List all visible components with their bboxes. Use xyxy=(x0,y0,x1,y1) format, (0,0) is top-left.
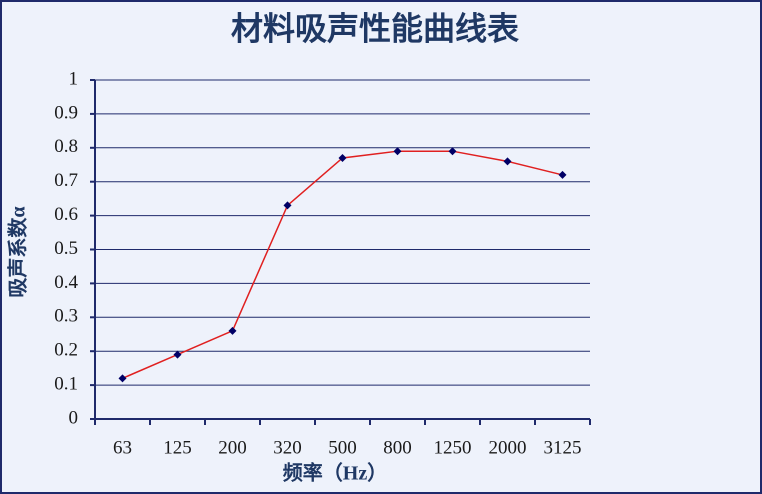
chart-title: 材料吸声性能曲线表 xyxy=(231,10,519,46)
marker xyxy=(393,147,402,156)
y-tick-label: 0.5 xyxy=(54,238,78,259)
marker xyxy=(558,170,567,179)
x-axis-title: 频率（Hz） xyxy=(283,461,387,485)
y-tick-label: 0.9 xyxy=(54,102,78,123)
x-tick-label: 200 xyxy=(218,437,247,458)
y-tick-label: 0.6 xyxy=(54,204,78,225)
marker xyxy=(228,326,237,335)
y-tick-label: 0.4 xyxy=(54,272,78,293)
x-tick-label: 3125 xyxy=(544,437,582,458)
marker xyxy=(283,201,292,210)
x-tick-label: 800 xyxy=(383,437,412,458)
y-axis-title: 吸声系数α xyxy=(6,206,30,297)
y-tick-label: 0.3 xyxy=(54,306,78,327)
x-tick-label: 320 xyxy=(273,437,302,458)
y-tick-label: 0.1 xyxy=(54,373,78,394)
x-tick-label: 125 xyxy=(163,437,192,458)
y-tick-label: 0.8 xyxy=(54,136,78,157)
x-tick-label: 2000 xyxy=(489,437,527,458)
x-tick-label: 63 xyxy=(113,437,132,458)
y-tick-label: 0.7 xyxy=(54,170,78,191)
x-tick-label: 1250 xyxy=(434,437,472,458)
y-tick-label: 0.2 xyxy=(54,340,78,361)
x-tick-label: 500 xyxy=(328,437,357,458)
marker xyxy=(173,350,182,359)
marker xyxy=(338,153,347,162)
y-tick-label: 1 xyxy=(69,68,79,89)
marker xyxy=(448,147,457,156)
marker xyxy=(118,374,127,383)
marker xyxy=(503,157,512,166)
y-tick-label: 0 xyxy=(69,407,79,428)
